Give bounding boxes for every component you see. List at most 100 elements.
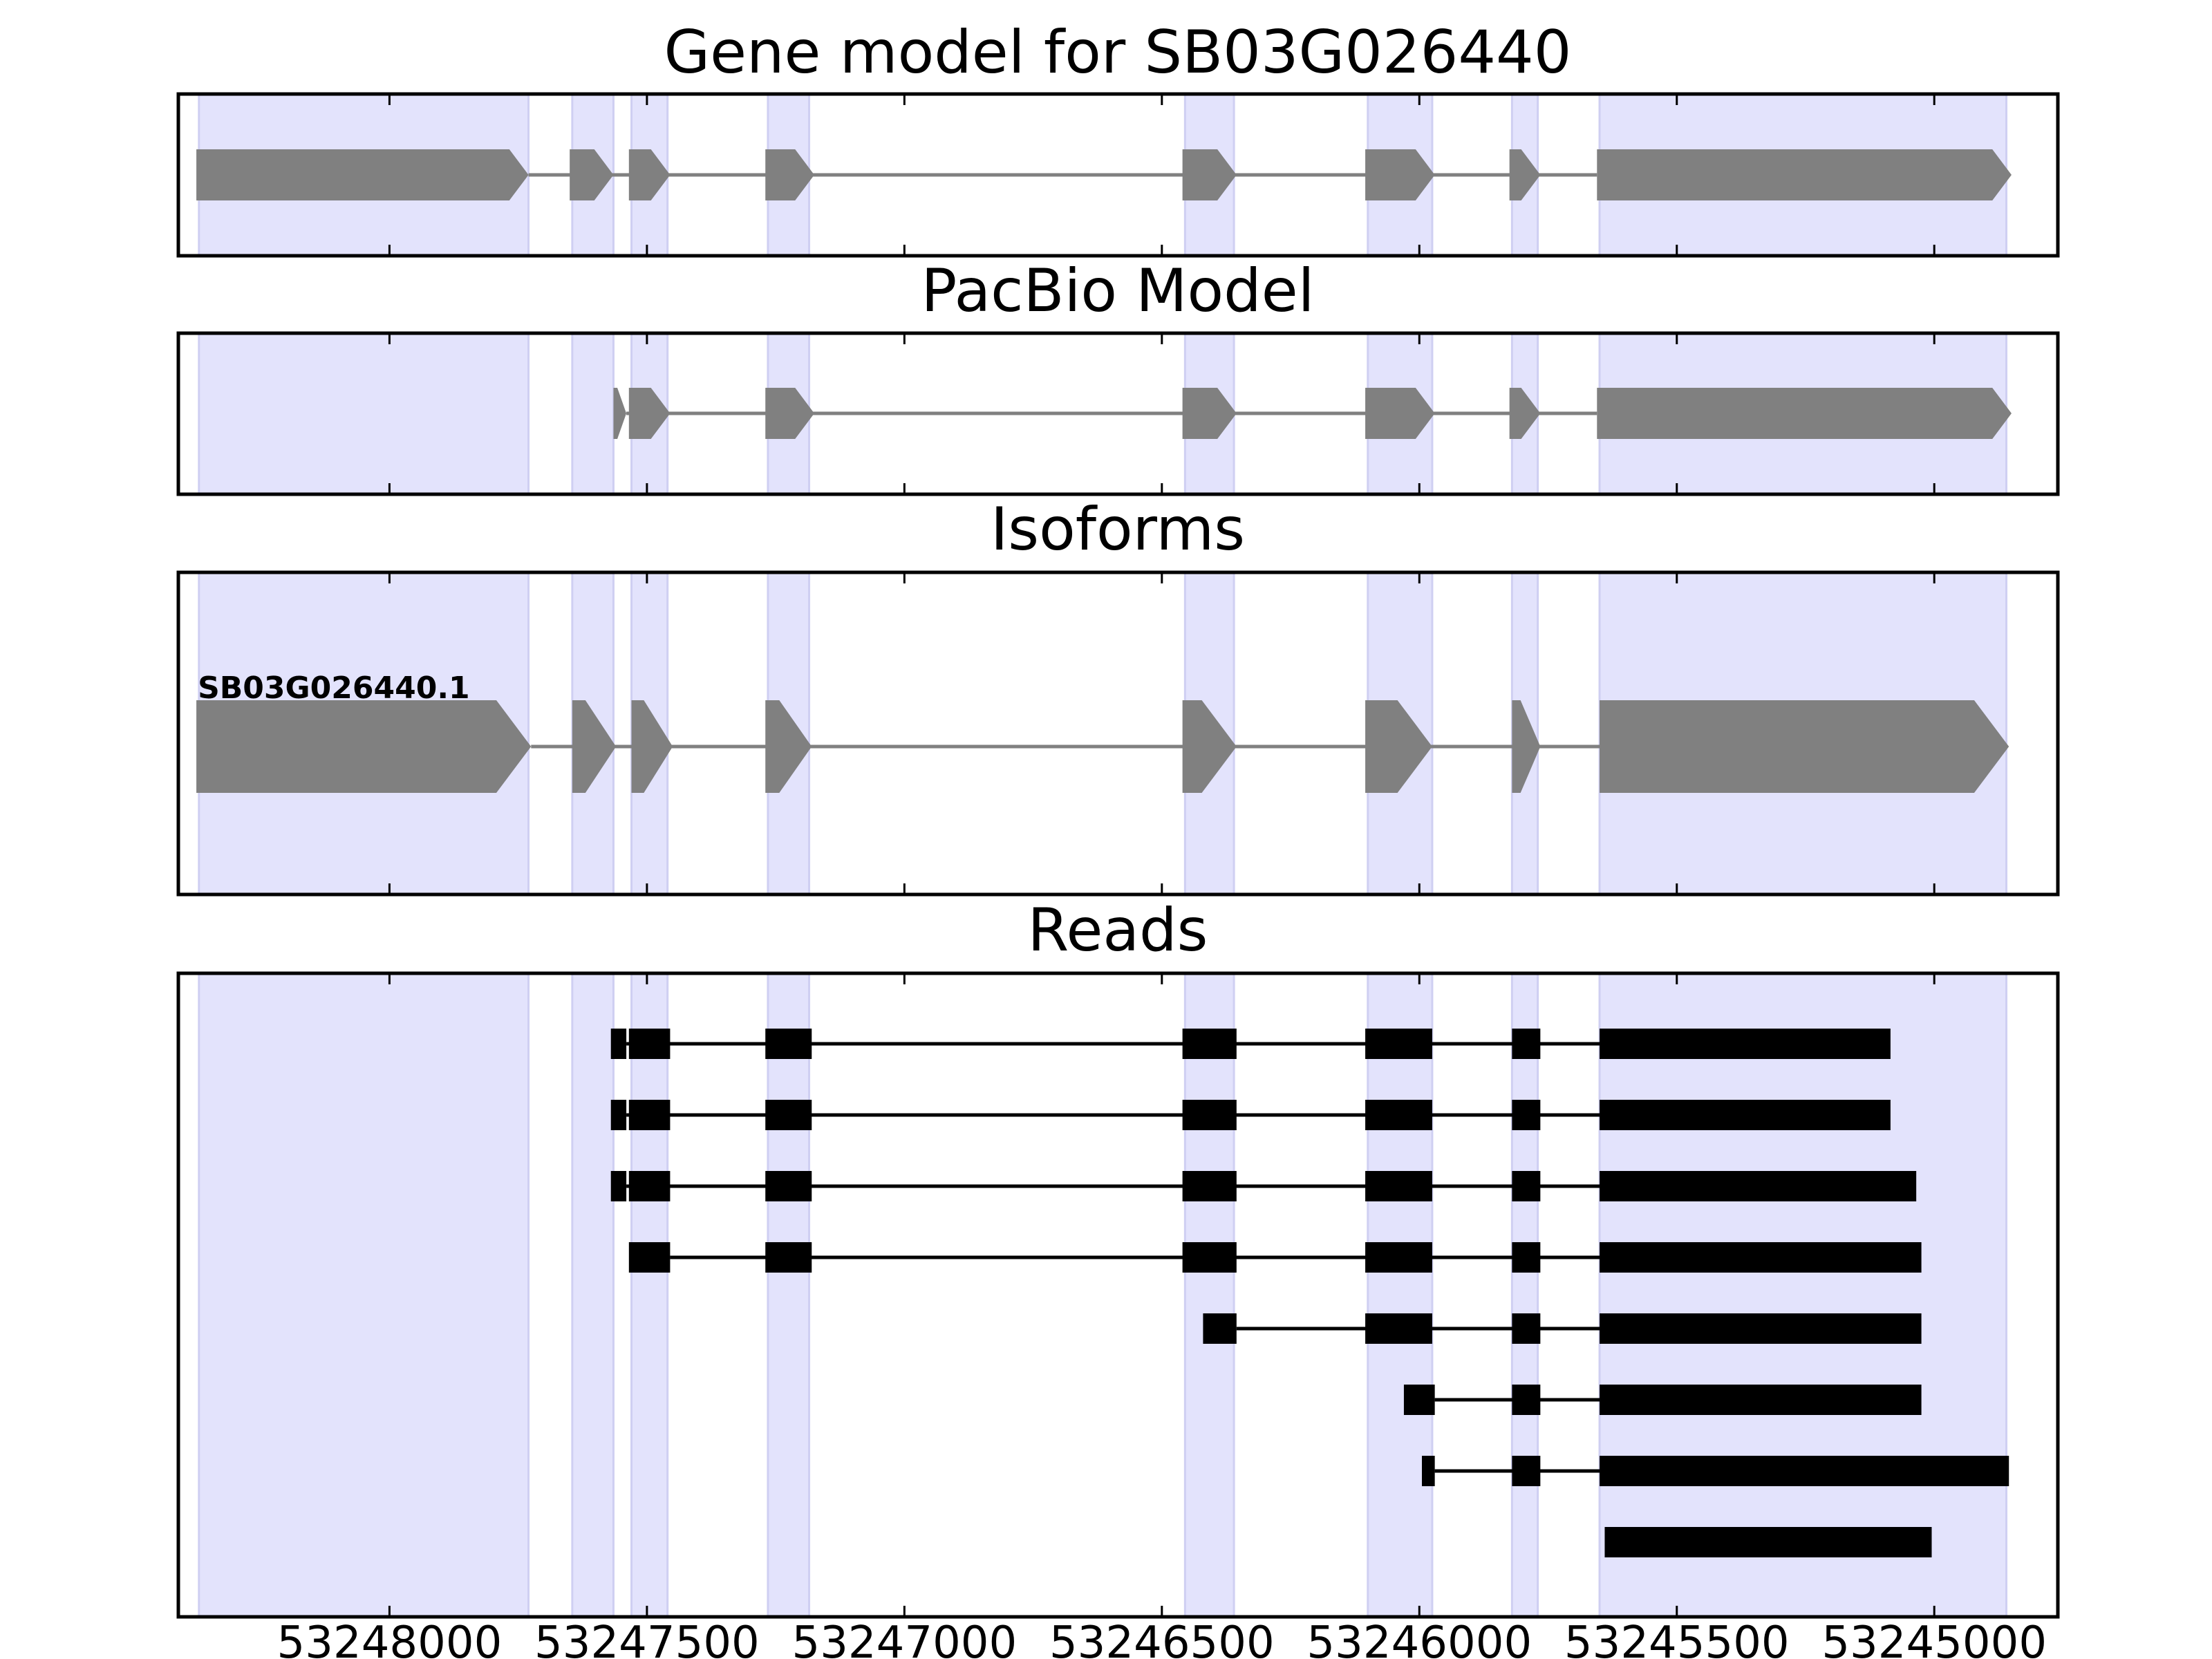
read-block [1600,1456,2009,1486]
exon-arrow [1509,149,1541,200]
exon-band [571,332,615,496]
exon-arrow [631,700,673,793]
exon-arrow [613,388,627,439]
exon-band [571,972,615,1618]
tick-label: 53245000 [1821,1618,2047,1659]
read-block [1512,1313,1541,1344]
exon-arrow [1600,700,2009,793]
panel-isoforms: Isoforms SB03G026440.1 [176,495,2060,897]
track [610,1100,1891,1130]
tick-label: 53248000 [277,1618,503,1659]
read-block [1182,1171,1237,1201]
read-block [1604,1527,1932,1557]
exon-arrow [1182,149,1237,200]
read-block [765,1171,812,1201]
read-block [1512,1456,1541,1486]
exon-arrow [765,149,814,200]
exon-band [1598,972,2008,1618]
read-block [1182,1100,1237,1130]
track [1422,1456,2009,1486]
gene-model-tracks [196,149,2012,200]
panel-title: PacBio Model [921,256,1314,326]
exon-arrow [765,700,812,793]
track [196,149,2012,200]
track [1403,1385,1922,1415]
read-block [1512,1171,1541,1201]
exon-arrow [1597,149,2012,200]
read-block [1600,1100,1891,1130]
exon-arrow [1182,388,1237,439]
track: SB03G026440.1 [196,671,2009,793]
exon-bands [198,972,2008,1618]
tick-label: 53247500 [534,1618,760,1659]
exon-band [198,332,530,496]
isoform-tracks: SB03G026440.1 [196,671,2009,793]
exon-band [1510,972,1539,1618]
panel-title: Reads [1028,896,1208,965]
read-block [1600,1313,1922,1344]
exon-arrow [196,700,532,793]
read-block [1365,1100,1432,1130]
panel-title: Isoforms [991,495,1245,564]
read-block [1365,1171,1432,1201]
panel-title: Gene model for SB03G026440 [664,18,1572,87]
read-block [1403,1385,1435,1415]
exon-arrow [765,388,814,439]
read-block [1182,1029,1237,1059]
read-tracks [610,1029,2009,1557]
read-block [628,1029,671,1059]
panel-reads: Reads [176,896,2060,1619]
exon-arrow [1365,700,1432,793]
read-block [1512,1029,1541,1059]
exon-band [1183,972,1235,1618]
read-block [628,1171,671,1201]
read-block [1600,1385,1922,1415]
exon-arrow [1365,388,1435,439]
exon-arrow [1365,149,1435,200]
track [613,388,2012,439]
exon-band [630,972,669,1618]
panel-frame [176,570,2060,897]
read-block [610,1029,627,1059]
panel-frame [176,92,2060,258]
read-block [1365,1313,1432,1344]
tick-label: 53246000 [1306,1618,1532,1659]
track [610,1171,1917,1201]
track [628,1242,1922,1273]
read-block [1600,1029,1891,1059]
read-block [610,1171,627,1201]
exon-arrow [1512,700,1541,793]
exon-arrow [1509,388,1541,439]
x-axis: 53248000 53247500 53247000 53246500 53246000… [277,94,2047,1659]
panel-frame [176,331,2060,496]
isoform-label: SB03G026440.1 [198,671,470,706]
exon-arrow [570,149,614,200]
track [1203,1313,1922,1344]
read-block [628,1100,671,1130]
read-block [765,1029,812,1059]
read-block [610,1100,627,1130]
read-block [1512,1242,1541,1273]
read-block [765,1100,812,1130]
read-block [1203,1313,1237,1344]
exon-band [1367,972,1434,1618]
exon-arrow [628,149,671,200]
panel-frame [176,971,2060,1619]
read-block [1512,1385,1541,1415]
read-block [1422,1456,1435,1486]
read-block [1365,1029,1432,1059]
exon-arrow [1597,388,2012,439]
exon-arrow [572,700,617,793]
read-block [1600,1171,1917,1201]
tick-label: 53246500 [1049,1618,1275,1659]
read-block [1182,1242,1237,1273]
exon-band [198,972,530,1618]
read-block [1365,1242,1432,1273]
read-block [628,1242,671,1273]
exon-band [767,972,811,1618]
panel-pacbio-model: PacBio Model [176,256,2060,496]
read-block [1512,1100,1541,1130]
tick-label: 53247000 [791,1618,1017,1659]
exon-arrow [628,388,671,439]
